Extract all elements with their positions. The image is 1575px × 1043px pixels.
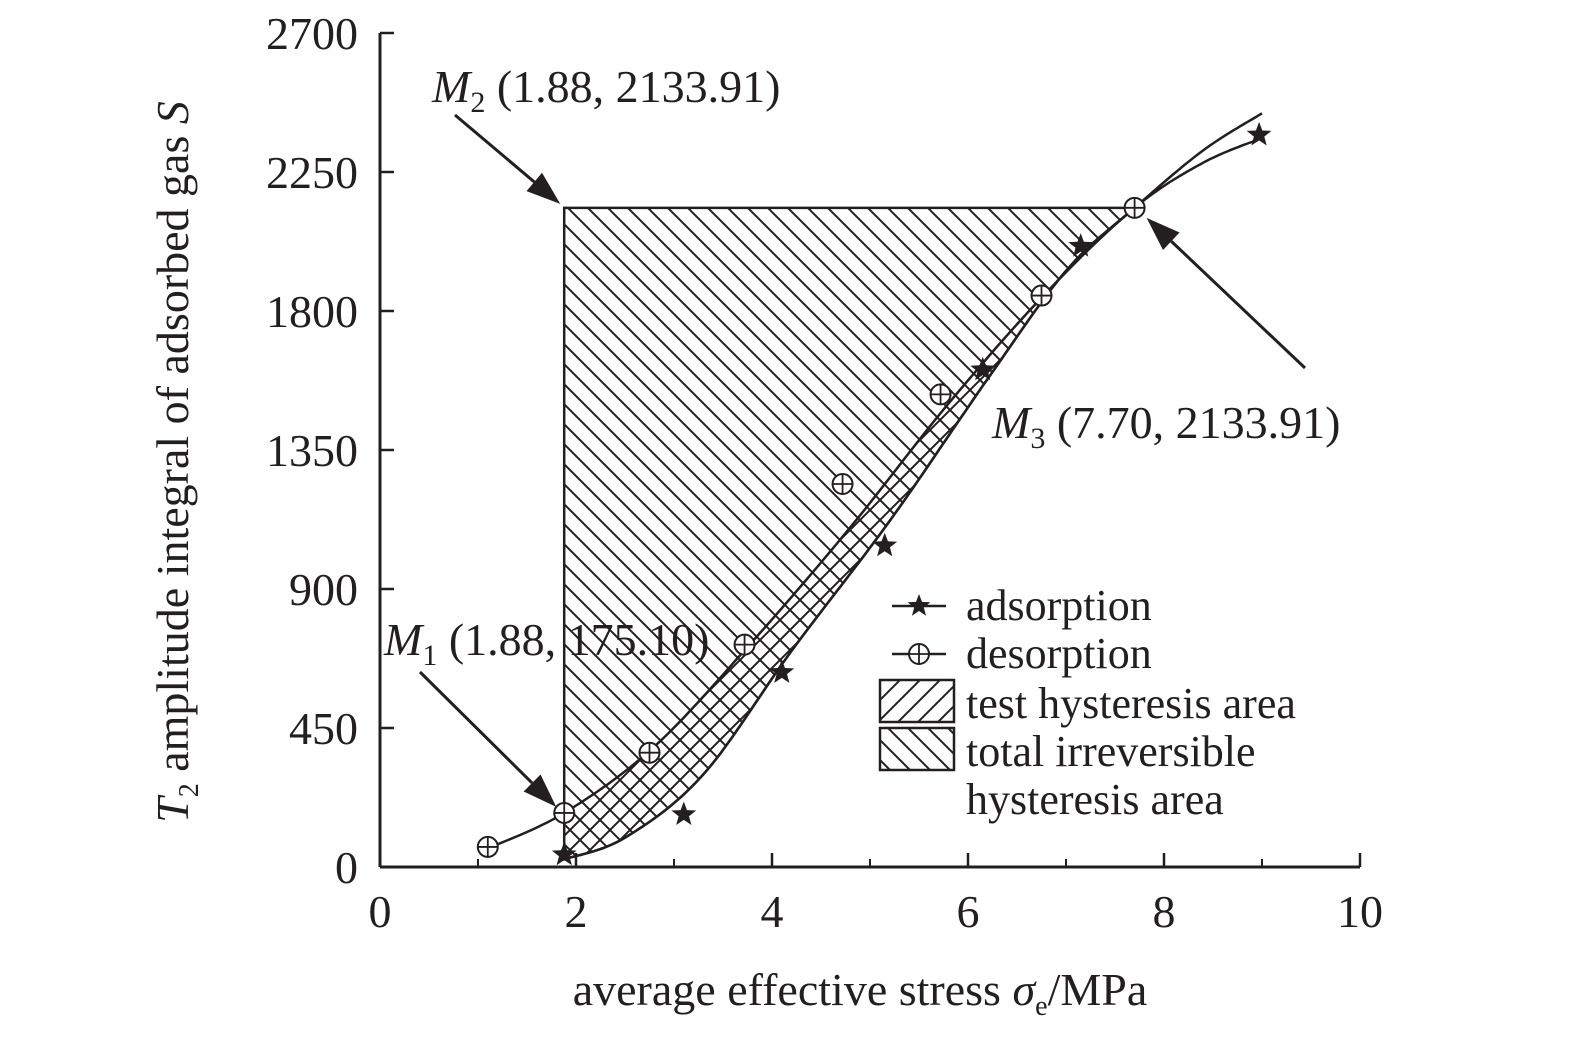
annotation-arrows	[418, 113, 1307, 807]
legend-circle-plus-icon	[908, 643, 930, 665]
legend-test-swatch	[878, 678, 956, 724]
point-annotations: M2 (1.88, 2133.91) M3 (7.70, 2133.91) M1…	[383, 61, 1340, 807]
desorption-point	[733, 633, 756, 656]
legend-total-label-line2: hysteresis area	[966, 775, 1224, 824]
legend-total-label: total irreversible	[966, 727, 1256, 776]
adsorption-point	[872, 532, 898, 557]
x-tick-label: 10	[1337, 886, 1383, 937]
y-tick-label: 450	[289, 703, 358, 754]
x-tick-label: 4	[761, 886, 784, 937]
adsorption-point	[970, 356, 996, 381]
axes: 0 2 4 6 8 10 0 450 900 1350 1800 2250 2700	[266, 8, 1383, 937]
y-tick-label: 2250	[266, 147, 358, 198]
legend-desorption-label: desorption	[966, 629, 1152, 678]
arrow-m1	[418, 670, 557, 807]
legend-adsorption-marker	[907, 594, 931, 616]
y-tick-label: 0	[335, 842, 358, 893]
arrow-m2	[454, 113, 561, 204]
data-markers	[476, 121, 1272, 866]
x-tick-label: 0	[369, 886, 392, 937]
adsorption-point	[1246, 121, 1272, 146]
desorption-point	[1030, 284, 1053, 307]
legend-test-label: test hysteresis area	[966, 679, 1296, 728]
desorption-point	[553, 801, 576, 824]
desorption-point	[831, 472, 854, 495]
adsorption-point	[769, 659, 795, 683]
adsorption-point	[671, 801, 697, 825]
arrow-m3	[1146, 217, 1307, 370]
y-tick-label: 1350	[266, 425, 358, 476]
y-tick-label: 2700	[266, 8, 358, 59]
desorption-curve	[487, 136, 1263, 850]
legend-total-swatch	[878, 726, 956, 772]
adsorption-curve	[563, 112, 1263, 861]
curves	[487, 112, 1263, 861]
x-tick-label: 2	[565, 886, 588, 937]
desorption-point	[638, 741, 661, 764]
legend-item-total-irreversible: total irreversible hysteresis area	[878, 726, 1256, 824]
x-axis-title: average effective stress σe/MPa	[573, 964, 1148, 1022]
legend-desorption-marker	[908, 643, 930, 665]
adsorption-point	[551, 841, 577, 866]
annotation-m1: M1 (1.88, 175.10)	[383, 614, 709, 672]
annotation-m2: M2 (1.88, 2133.91)	[431, 61, 780, 119]
legend-item-test-hysteresis: test hysteresis area	[878, 678, 1296, 728]
x-tick-label: 6	[957, 886, 980, 937]
desorption-point	[929, 383, 952, 406]
y-tick-label: 1800	[266, 286, 358, 337]
legend: adsorption desorption test hysteresis ar…	[878, 581, 1296, 824]
x-tick-label: 8	[1153, 886, 1176, 937]
y-axis-title: T2 amplitude integral of adsorbed gas S	[147, 101, 205, 823]
legend-star-icon	[907, 594, 931, 616]
desorption-point	[1123, 196, 1146, 219]
desorption-point	[476, 835, 499, 858]
y-tick-label: 900	[289, 564, 358, 615]
legend-item-desorption: desorption	[892, 629, 1152, 678]
legend-item-adsorption: adsorption	[892, 581, 1152, 630]
axis-ticks: 0 2 4 6 8 10 0 450 900 1350 1800 2250 2700	[266, 8, 1383, 937]
annotation-m3: M3 (7.70, 2133.91)	[991, 397, 1340, 455]
legend-adsorption-label: adsorption	[966, 581, 1152, 630]
adsorption-point	[1068, 233, 1094, 257]
